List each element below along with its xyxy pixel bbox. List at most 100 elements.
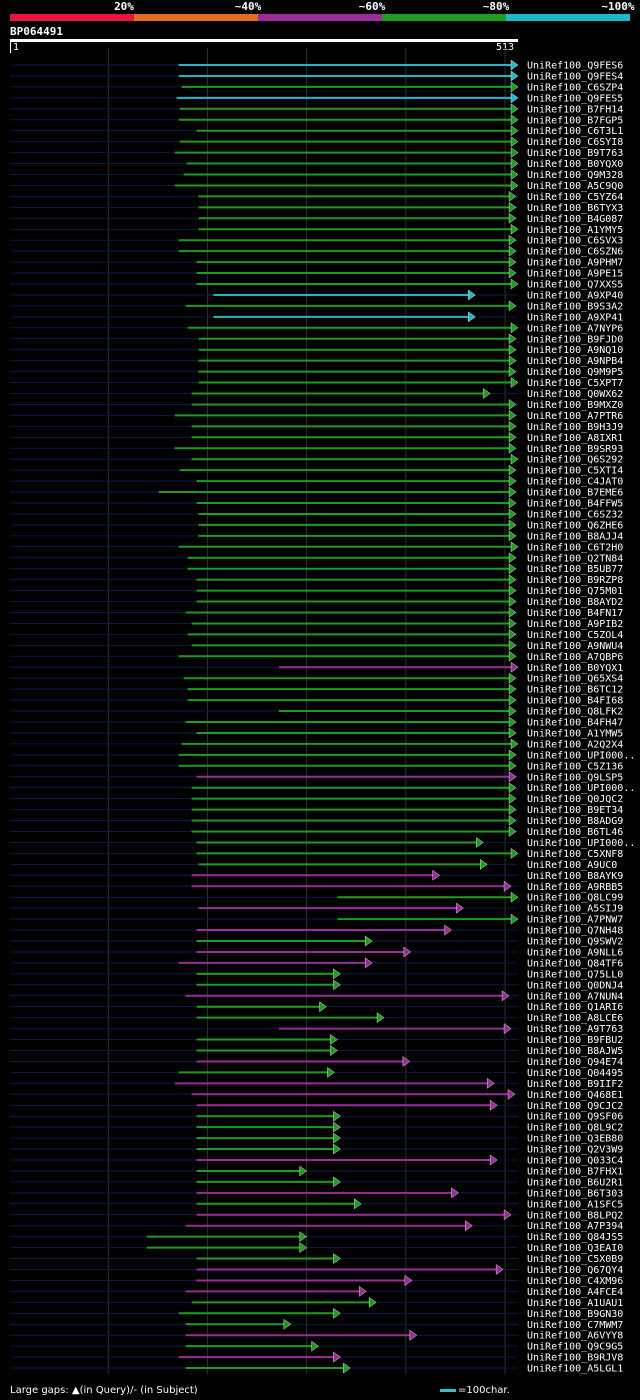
hit-label[interactable]: UniRef100_A8IXR1 xyxy=(527,433,623,444)
hit-label[interactable]: UniRef100_A6VYY8 xyxy=(527,1331,623,1342)
hit-label[interactable]: UniRef100_Q9LSP5 xyxy=(527,772,623,783)
hit-label[interactable]: UniRef100_Q9M9P5 xyxy=(527,367,623,378)
hit-label[interactable]: UniRef100_A1YMY5 xyxy=(527,225,623,236)
hit-label[interactable]: UniRef100_Q7NH48 xyxy=(527,926,623,937)
hit-label[interactable]: UniRef100_B8AJJ4 xyxy=(527,531,623,542)
hit-label[interactable]: UniRef100_Q9SWV2 xyxy=(527,937,623,948)
hit-label[interactable]: UniRef100_Q9FES5 xyxy=(527,93,623,104)
hit-label[interactable]: UniRef100_C6SYI8 xyxy=(527,137,623,148)
hit-label[interactable]: UniRef100_B6TYX3 xyxy=(527,203,623,214)
hit-label[interactable]: UniRef100_Q75LL0 xyxy=(527,969,623,980)
hit-label[interactable]: UniRef100_UPI000.. xyxy=(527,783,635,794)
hit-label[interactable]: UniRef100_Q1ARI6 xyxy=(527,1002,623,1013)
hit-label[interactable]: UniRef100_A7QBP6 xyxy=(527,652,623,663)
hit-label[interactable]: UniRef100_Q0DNJ4 xyxy=(527,980,623,991)
hit-label[interactable]: UniRef100_A9NPB4 xyxy=(527,356,623,367)
hit-label[interactable]: UniRef100_C6T2H0 xyxy=(527,542,623,553)
hit-label[interactable]: UniRef100_A1SFC5 xyxy=(527,1199,623,1210)
hit-label[interactable]: UniRef100_C5ZOL4 xyxy=(527,630,623,641)
hit-label[interactable]: UniRef100_B9SR93 xyxy=(527,444,623,455)
hit-label[interactable]: UniRef100_Q468E1 xyxy=(527,1090,623,1101)
hit-label[interactable]: UniRef100_C5YZ64 xyxy=(527,192,623,203)
hit-label[interactable]: UniRef100_Q0WX62 xyxy=(527,389,623,400)
hit-label[interactable]: UniRef100_C4JAT0 xyxy=(527,477,623,488)
hit-label[interactable]: UniRef100_Q84TF6 xyxy=(527,958,623,969)
hit-label[interactable]: UniRef100_C6SVX3 xyxy=(527,236,623,247)
hit-label[interactable]: UniRef100_A9NQ10 xyxy=(527,345,623,356)
hit-label[interactable]: UniRef100_B6TL46 xyxy=(527,827,623,838)
hit-label[interactable]: UniRef100_Q3EAI0 xyxy=(527,1243,623,1254)
hit-label[interactable]: UniRef100_B9IIF2 xyxy=(527,1079,623,1090)
hit-label[interactable]: UniRef100_B4FN17 xyxy=(527,608,623,619)
hit-label[interactable]: UniRef100_UPI000.. xyxy=(527,750,635,761)
hit-label[interactable]: UniRef100_A8LCE6 xyxy=(527,1013,623,1024)
hit-label[interactable]: UniRef100_A2Q2X4 xyxy=(527,739,623,750)
hit-label[interactable]: UniRef100_Q8LC99 xyxy=(527,893,623,904)
hit-label[interactable]: UniRef100_Q2V3W9 xyxy=(527,1145,623,1156)
hit-label[interactable]: UniRef100_Q6S292 xyxy=(527,455,623,466)
hit-label[interactable]: UniRef100_B4FI68 xyxy=(527,696,623,707)
hit-label[interactable]: UniRef100_C6SZN6 xyxy=(527,247,623,258)
hit-label[interactable]: UniRef100_C5X0B9 xyxy=(527,1254,623,1265)
hit-label[interactable]: UniRef100_UPI000.. xyxy=(527,838,635,849)
hit-label[interactable]: UniRef100_Q3EB80 xyxy=(527,1134,623,1145)
hit-label[interactable]: UniRef100_B7EME6 xyxy=(527,488,623,499)
hit-label[interactable]: UniRef100_Q2TN84 xyxy=(527,553,623,564)
hit-label[interactable]: UniRef100_C4XM96 xyxy=(527,1276,623,1287)
hit-label[interactable]: UniRef100_C6SZP4 xyxy=(527,82,623,93)
hit-label[interactable]: UniRef100_Q84JS5 xyxy=(527,1232,623,1243)
hit-label[interactable]: UniRef100_A9RBB5 xyxy=(527,882,623,893)
hit-label[interactable]: UniRef100_Q67QY4 xyxy=(527,1265,623,1276)
hit-label[interactable]: UniRef100_A9PHM7 xyxy=(527,258,623,269)
hit-label[interactable]: UniRef100_B9ET34 xyxy=(527,805,623,816)
hit-label[interactable]: UniRef100_A5SIJ9 xyxy=(527,904,623,915)
hit-label[interactable]: UniRef100_B8AYD2 xyxy=(527,597,623,608)
hit-label[interactable]: UniRef100_B9T763 xyxy=(527,148,623,159)
hit-label[interactable]: UniRef100_B8AJW5 xyxy=(527,1046,623,1057)
hit-label[interactable]: UniRef100_A1YMW5 xyxy=(527,728,623,739)
hit-label[interactable]: UniRef100_B9GN30 xyxy=(527,1309,623,1320)
hit-label[interactable]: UniRef100_A9T763 xyxy=(527,1024,623,1035)
hit-label[interactable]: UniRef100_Q9FES6 xyxy=(527,61,623,72)
hit-label[interactable]: UniRef100_B9FJD0 xyxy=(527,334,623,345)
hit-label[interactable]: UniRef100_C7MWM7 xyxy=(527,1320,623,1331)
hit-label[interactable]: UniRef100_B4FFW5 xyxy=(527,499,623,510)
hit-label[interactable]: UniRef100_A1UAU1 xyxy=(527,1298,623,1309)
hit-label[interactable]: UniRef100_B6TC12 xyxy=(527,685,623,696)
hit-label[interactable]: UniRef100_Q8L9C2 xyxy=(527,1123,623,1134)
hit-label[interactable]: UniRef100_A9NWU4 xyxy=(527,641,623,652)
hit-label[interactable]: UniRef100_C5Z136 xyxy=(527,761,623,772)
hit-label[interactable]: UniRef100_Q75M01 xyxy=(527,586,623,597)
hit-label[interactable]: UniRef100_A9UC0 xyxy=(527,860,617,871)
hit-label[interactable]: UniRef100_B5UB77 xyxy=(527,564,623,575)
hit-label[interactable]: UniRef100_B8ADG9 xyxy=(527,816,623,827)
hit-label[interactable]: UniRef100_Q9CJC2 xyxy=(527,1101,623,1112)
hit-label[interactable]: UniRef100_A9NLL6 xyxy=(527,947,623,958)
hit-label[interactable]: UniRef100_A5C9Q0 xyxy=(527,181,623,192)
hit-label[interactable]: UniRef100_A7NUN4 xyxy=(527,991,623,1002)
hit-label[interactable]: UniRef100_C5XPT7 xyxy=(527,378,623,389)
hit-label[interactable]: UniRef100_B9RZP8 xyxy=(527,575,623,586)
hit-label[interactable]: UniRef100_Q9SF06 xyxy=(527,1112,623,1123)
hit-label[interactable]: UniRef100_B9S3A2 xyxy=(527,301,623,312)
hit-label[interactable]: UniRef100_C6T3L1 xyxy=(527,126,623,137)
hit-label[interactable]: UniRef100_A9XP40 xyxy=(527,290,623,301)
hit-label[interactable]: UniRef100_B8LPQ2 xyxy=(527,1210,623,1221)
hit-label[interactable]: UniRef100_B9RJV8 xyxy=(527,1353,623,1364)
hit-label[interactable]: UniRef100_B9FBU2 xyxy=(527,1035,623,1046)
hit-label[interactable]: UniRef100_Q65XS4 xyxy=(527,674,623,685)
hit-label[interactable]: UniRef100_B7FHX1 xyxy=(527,1166,623,1177)
hit-label[interactable]: UniRef100_Q9M328 xyxy=(527,170,623,181)
hit-label[interactable]: UniRef100_B4G087 xyxy=(527,214,623,225)
hit-label[interactable]: UniRef100_A4FCE4 xyxy=(527,1287,623,1298)
hit-label[interactable]: UniRef100_B6U2R1 xyxy=(527,1177,623,1188)
hit-label[interactable]: UniRef100_C5XTI4 xyxy=(527,466,623,477)
hit-label[interactable]: UniRef100_Q9C9G5 xyxy=(527,1342,623,1353)
hit-label[interactable]: UniRef100_Q033C4 xyxy=(527,1156,623,1167)
hit-label[interactable]: UniRef100_A9PE15 xyxy=(527,269,623,280)
hit-label[interactable]: UniRef100_A7PTR6 xyxy=(527,411,623,422)
hit-label[interactable]: UniRef100_A9PIB2 xyxy=(527,619,623,630)
hit-label[interactable]: UniRef100_B9H3J9 xyxy=(527,422,623,433)
hit-label[interactable]: UniRef100_B8AYK9 xyxy=(527,871,623,882)
hit-label[interactable]: UniRef100_Q0JQC2 xyxy=(527,794,623,805)
